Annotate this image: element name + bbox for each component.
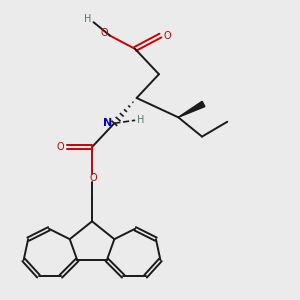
Text: O: O xyxy=(90,173,97,183)
Text: O: O xyxy=(56,142,64,152)
Polygon shape xyxy=(178,101,205,117)
Text: H: H xyxy=(85,14,92,24)
Text: O: O xyxy=(100,28,108,38)
Text: N: N xyxy=(103,118,112,128)
Text: O: O xyxy=(163,31,171,40)
Text: H: H xyxy=(137,115,144,125)
